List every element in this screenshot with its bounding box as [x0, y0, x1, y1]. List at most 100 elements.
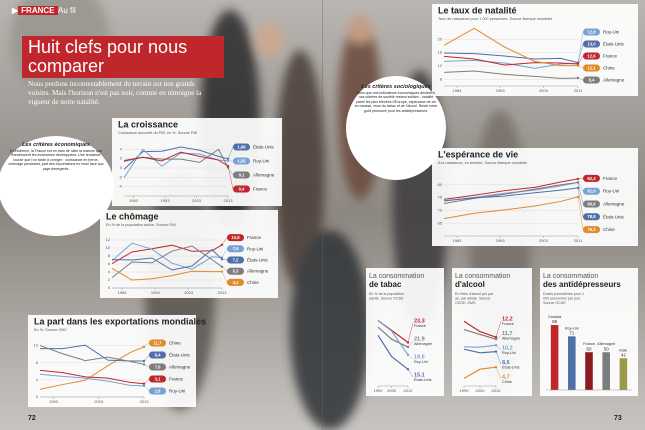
chart-title: La consommation: [543, 273, 598, 280]
chart-title: La consommation: [369, 273, 424, 280]
legend-label: Roy-Uni: [502, 351, 516, 355]
legend-label: Chine: [603, 227, 615, 232]
legend-label: Chine: [169, 340, 181, 345]
value-label: 71: [569, 331, 575, 336]
y-tick-label: 16: [438, 50, 443, 55]
x-tick-label: 1993: [49, 399, 59, 404]
legend-pill: [583, 64, 600, 72]
series-line: [463, 320, 497, 338]
x-tick-label: 2003: [184, 290, 194, 295]
leader: [495, 321, 502, 338]
legend-label: Allemagne: [603, 77, 625, 82]
end-point: [220, 270, 224, 273]
x-tick-label: 2003: [539, 88, 549, 93]
sidebar-bubble: [346, 76, 446, 180]
x-tick-label: 2003: [192, 198, 202, 203]
series-line: [377, 326, 409, 348]
series-line: [123, 151, 229, 167]
chart-title: L'espérance de vie: [438, 149, 518, 159]
x-tick-label: 2011: [574, 238, 583, 243]
y-tick-label: 12: [106, 237, 111, 242]
category-label: Italie: [619, 348, 627, 352]
legend-label: France: [169, 376, 184, 381]
x-tick-label: 2012: [404, 388, 414, 393]
legend-label: Allemagne: [253, 172, 275, 177]
sidebar-body: A l'évidence, la France est en train de …: [8, 149, 104, 171]
section: Au fil: [58, 6, 76, 15]
legend-pill: [583, 174, 600, 182]
value-label: 8,6: [502, 360, 510, 366]
y-tick-label: 10: [106, 245, 111, 250]
y-tick-label: -4: [118, 184, 122, 189]
value-label: 3,1: [155, 376, 161, 381]
y-tick-label: -2: [118, 174, 122, 179]
legend-pill: [583, 226, 600, 234]
x-tick-label: 1983: [453, 88, 463, 93]
legend-pill: [149, 339, 166, 347]
subtitle-line: Doses journalières pour 1: [543, 292, 584, 296]
legend-label: France: [603, 53, 618, 58]
leader: [143, 364, 150, 368]
legend-label: Roy-Uni: [253, 158, 269, 163]
value-label: 11,7: [502, 331, 512, 337]
chart-title: des antidépresseurs: [543, 280, 621, 289]
legend-label: France: [247, 235, 262, 240]
panel: [100, 210, 278, 298]
kicker: ▶ FRANCE: [12, 6, 58, 15]
headline: Huit clefs pour nous comparer: [22, 36, 224, 78]
series-line: [443, 182, 579, 204]
sidebar: Les critères économiques A l'évidence, la…: [8, 142, 104, 171]
legend-label: États-Unis: [253, 143, 275, 149]
legend-label: Roy-Uni: [414, 360, 428, 364]
y-tick-label: 0: [108, 285, 111, 290]
x-tick-label: 2003: [539, 238, 549, 243]
y-tick-label: 8: [440, 76, 443, 81]
value-label: 23,3: [414, 318, 425, 324]
x-tick-label: 2010: [492, 388, 502, 393]
legend-pill: [233, 171, 250, 179]
category-label: Roy-Uni: [565, 326, 579, 330]
legend-pill: [227, 278, 244, 286]
legend-label: Allemagne: [247, 269, 269, 274]
value-label: 1,96: [237, 144, 246, 149]
x-tick-label: 2000: [387, 388, 397, 393]
value-label: 7,6: [233, 246, 239, 251]
legend-pill: [583, 28, 600, 36]
series-line: [377, 334, 409, 370]
category-label: Canada: [548, 315, 562, 319]
y-tick-label: 2: [120, 156, 123, 161]
legend-pill: [583, 52, 600, 60]
leader: [577, 178, 584, 180]
category-label: Allemagne: [597, 342, 615, 346]
value-label: 10,2: [502, 345, 513, 351]
leader: [227, 146, 234, 159]
legend-label: États-Unis: [603, 213, 625, 219]
leader: [577, 182, 584, 192]
leader: [143, 385, 150, 392]
value-label: 1,55: [237, 158, 246, 163]
bar: [619, 358, 628, 390]
value-label: 86: [552, 319, 558, 324]
legend-label: France: [502, 322, 514, 326]
value-label: 12,1: [587, 65, 596, 70]
chart-title: Le chômage: [106, 211, 159, 221]
series-line: [443, 196, 579, 220]
legend-pill: [583, 213, 600, 221]
legend-label: Allemagne: [169, 364, 191, 369]
series-line: [111, 248, 223, 271]
y-tick-label: 80: [438, 182, 443, 187]
legend-pill: [227, 267, 244, 275]
leader: [407, 354, 414, 360]
panel: [432, 148, 638, 246]
legend-label: Allemagne: [414, 342, 432, 346]
chart-title: Le taux de natalité: [438, 5, 517, 15]
value-label: 15,1: [414, 372, 425, 378]
series-line: [443, 187, 579, 202]
leader: [143, 342, 150, 348]
legend-label: Chine: [247, 280, 259, 285]
legend-label: France: [414, 324, 426, 328]
category-label: France: [583, 342, 595, 346]
chart-title: d'alcool: [455, 280, 485, 289]
sidebar-title: Les critères économiques: [22, 142, 90, 148]
